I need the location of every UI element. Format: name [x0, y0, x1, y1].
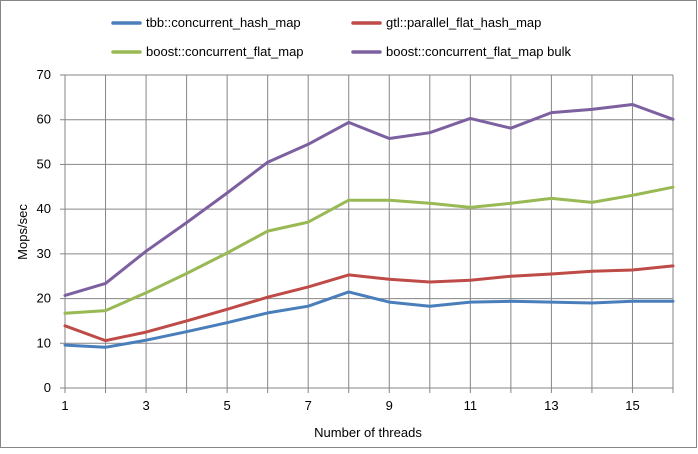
- legend-label-1: tbb::concurrent_hash_map: [146, 15, 301, 30]
- y-tick-label: 60: [37, 112, 51, 127]
- legend-label-2: gtl::parallel_flat_hash_map: [386, 15, 541, 30]
- y-axis-label: Mops/sec: [15, 204, 30, 260]
- y-tick-label: 10: [37, 335, 51, 350]
- x-tick-label: 15: [625, 398, 639, 413]
- x-tick-label: 7: [305, 398, 312, 413]
- x-axis-label: Number of threads: [314, 425, 422, 440]
- series-line-4: [63, 103, 675, 297]
- series-line-1: [63, 290, 675, 349]
- y-tick-label: 0: [44, 380, 51, 395]
- legend-label-4: boost::concurrent_flat_map bulk: [386, 44, 571, 59]
- x-tick-label: 11: [464, 398, 478, 413]
- x-tick-label: 9: [386, 398, 393, 413]
- grid: [65, 74, 674, 388]
- series-line-3: [63, 185, 675, 315]
- y-tick-label: 70: [37, 67, 51, 82]
- y-tick-label: 30: [37, 246, 51, 261]
- x-tick-label: 5: [224, 398, 231, 413]
- y-tick-label: 40: [37, 201, 51, 216]
- x-tick-label: 13: [544, 398, 558, 413]
- legend-label-3: boost::concurrent_flat_map: [146, 44, 304, 59]
- series-layer: [63, 103, 675, 349]
- x-tick-label: 3: [142, 398, 149, 413]
- series-line-2: [63, 264, 675, 343]
- y-tick-label: 20: [37, 291, 51, 306]
- y-tick-label: 50: [37, 156, 51, 171]
- x-tick-label: 1: [61, 398, 68, 413]
- legend: tbb::concurrent_hash_map gtl::parallel_fl…: [111, 15, 571, 59]
